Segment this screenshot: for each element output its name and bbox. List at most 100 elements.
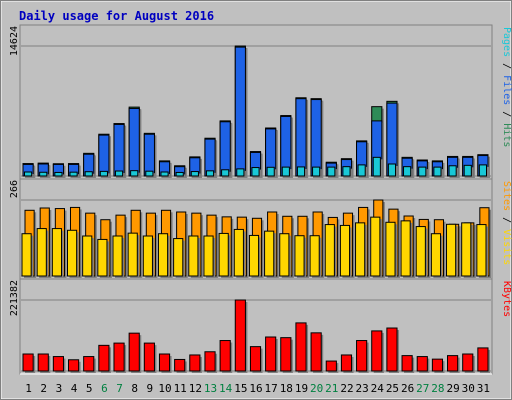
bar-pages-19 [296, 166, 306, 177]
x-tick-label: 11 [174, 382, 187, 395]
x-tick-label: 29 [446, 382, 459, 395]
x-tick-label: 21 [325, 382, 338, 395]
bar-files-19 [295, 98, 307, 177]
x-tick-label: 14 [219, 382, 233, 395]
x-tick-label: 13 [204, 382, 217, 395]
bar-pages-22 [342, 166, 351, 177]
bar-kbytes-17 [265, 336, 277, 372]
bar-kbytes-1 [22, 353, 34, 372]
bar-sites-25 [385, 221, 396, 277]
x-tick-label: 6 [101, 382, 108, 395]
bar-sites-31 [476, 224, 487, 277]
bar-kbytes-21 [325, 360, 337, 372]
x-tick-label: 27 [416, 382, 429, 395]
panel-top-legend-label: Pages / Files / Hits [501, 27, 512, 147]
panel-mid-legend-label: Sites / Visits [501, 181, 512, 265]
x-tick-label: 7 [116, 382, 123, 395]
bar-kbytes-30 [462, 353, 474, 372]
x-tick-label: 16 [249, 382, 262, 395]
bar-sites-12 [188, 235, 199, 277]
x-tick-label: 4 [71, 382, 78, 395]
bar-sites-29 [446, 223, 457, 277]
bar-kbytes-11 [174, 358, 186, 372]
bar-sites-17 [264, 230, 275, 277]
legend-part: Pages [501, 27, 512, 57]
bar-kbytes-13 [204, 351, 216, 372]
x-axis-labels: 1 2 3 4 5 6 7 8 9 10 11 12 13 14 15 16 17 18 19 20 21 22 23 24 2… [25, 382, 490, 395]
bar-kbytes-22 [340, 354, 353, 372]
legend-part: / [501, 57, 512, 75]
bar-pages-7 [114, 170, 124, 177]
bar-kbytes-31 [477, 347, 489, 372]
bar-pages-1 [24, 171, 33, 177]
bar-sites-15 [233, 228, 244, 277]
bar-kbytes-28 [431, 358, 444, 372]
bar-pages-15 [236, 168, 245, 177]
bar-kbytes-8 [128, 332, 140, 372]
bar-sites-23 [355, 222, 366, 277]
bar-sites-7 [112, 235, 123, 277]
legend-part: Files [501, 75, 512, 105]
panel-bot-legend-label: KBytes [501, 281, 512, 317]
bar-files-9 [143, 133, 155, 177]
bar-files-15 [234, 46, 246, 177]
panel-top-ymax-label: 14624 [9, 26, 20, 56]
bar-sites-5 [82, 235, 93, 277]
bar-kbytes-4 [67, 359, 80, 372]
bar-pages-2 [39, 171, 48, 177]
bar-kbytes-6 [98, 344, 110, 372]
bar-sites-2 [36, 228, 47, 277]
bar-sites-26 [400, 220, 411, 277]
panel-top: 14624 Pages / Files / Hits [9, 24, 512, 180]
bar-pages-30 [463, 164, 472, 177]
bar-files-20 [310, 99, 322, 177]
x-tick-label: 15 [234, 382, 247, 395]
x-tick-label: 20 [310, 382, 323, 395]
legend-part: / [501, 211, 512, 229]
bar-kbytes-25 [386, 327, 398, 372]
bar-pages-24 [372, 156, 381, 177]
legend-part: / [501, 105, 512, 123]
x-tick-label: 1 [25, 382, 32, 395]
x-tick-label: 31 [477, 382, 490, 395]
bar-kbytes-18 [280, 337, 292, 372]
bar-pages-4 [69, 171, 78, 177]
bar-pages-10 [160, 171, 169, 177]
panel-bot: 221382 KBytes [9, 278, 512, 375]
bar-pages-25 [387, 163, 397, 177]
bar-files-14 [219, 121, 231, 177]
bar-sites-27 [415, 226, 426, 277]
bar-pages-8 [130, 170, 139, 177]
bar-pages-11 [175, 171, 184, 177]
bar-pages-12 [190, 171, 199, 177]
bar-sites-8 [127, 232, 138, 277]
bar-pages-20 [312, 166, 321, 177]
chart-panels: 14624 Pages / Files / Hits 266 Sites / Visi… [9, 24, 512, 375]
bar-sites-4 [66, 229, 78, 277]
bar-sites-30 [461, 222, 472, 277]
bar-sites-18 [279, 233, 290, 277]
x-tick-label: 8 [131, 382, 138, 395]
x-tick-label: 3 [56, 382, 63, 395]
bar-files-6 [98, 134, 110, 177]
x-tick-label: 9 [147, 382, 154, 395]
x-tick-label: 5 [86, 382, 93, 395]
bar-sites-19 [294, 235, 305, 277]
bar-kbytes-19 [295, 322, 307, 372]
bar-sites-14 [218, 232, 229, 277]
bar-pages-9 [145, 170, 154, 177]
panel-bot-ymax-label: 221382 [9, 280, 20, 316]
bar-pages-31 [478, 164, 488, 177]
bar-kbytes-15 [234, 299, 246, 372]
bar-sites-3 [51, 228, 62, 277]
bar-sites-6 [97, 238, 108, 277]
bar-sites-22 [339, 224, 351, 277]
x-tick-label: 26 [401, 382, 414, 395]
bar-sites-11 [173, 238, 184, 277]
bar-pages-23 [357, 164, 366, 177]
x-tick-label: 22 [340, 382, 353, 395]
bar-pages-13 [205, 170, 215, 177]
bar-sites-1 [21, 233, 32, 277]
bar-kbytes-9 [143, 342, 155, 372]
bar-pages-27 [418, 166, 427, 177]
